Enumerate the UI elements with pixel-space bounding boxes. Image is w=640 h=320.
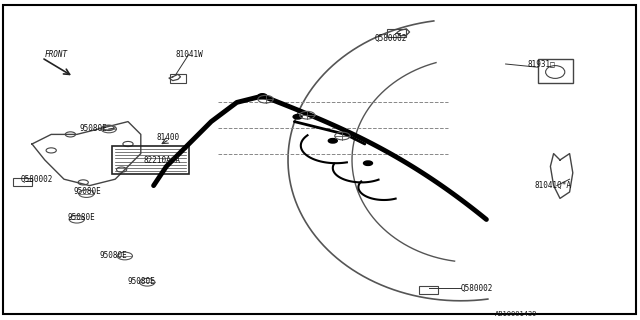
Text: 82210A*A: 82210A*A (144, 156, 181, 164)
Text: 81041W: 81041W (176, 50, 204, 59)
Text: 81400: 81400 (157, 133, 180, 142)
Text: 95080E: 95080E (128, 277, 156, 286)
Text: Q580002: Q580002 (374, 34, 407, 43)
Text: Q580002: Q580002 (461, 284, 493, 292)
Text: 95080E: 95080E (99, 252, 127, 260)
Circle shape (258, 94, 267, 98)
Text: 95080E: 95080E (80, 124, 108, 132)
Circle shape (328, 139, 337, 143)
Circle shape (364, 161, 372, 165)
Text: 81041Q*A: 81041Q*A (534, 181, 572, 190)
Text: Q580002: Q580002 (20, 175, 53, 184)
Text: AB10001439: AB10001439 (495, 311, 538, 316)
Text: 95080E: 95080E (67, 213, 95, 222)
Text: 95080E: 95080E (74, 188, 101, 196)
Text: 81931□: 81931□ (528, 60, 556, 68)
Text: FRONT: FRONT (45, 50, 68, 59)
Circle shape (293, 115, 302, 119)
